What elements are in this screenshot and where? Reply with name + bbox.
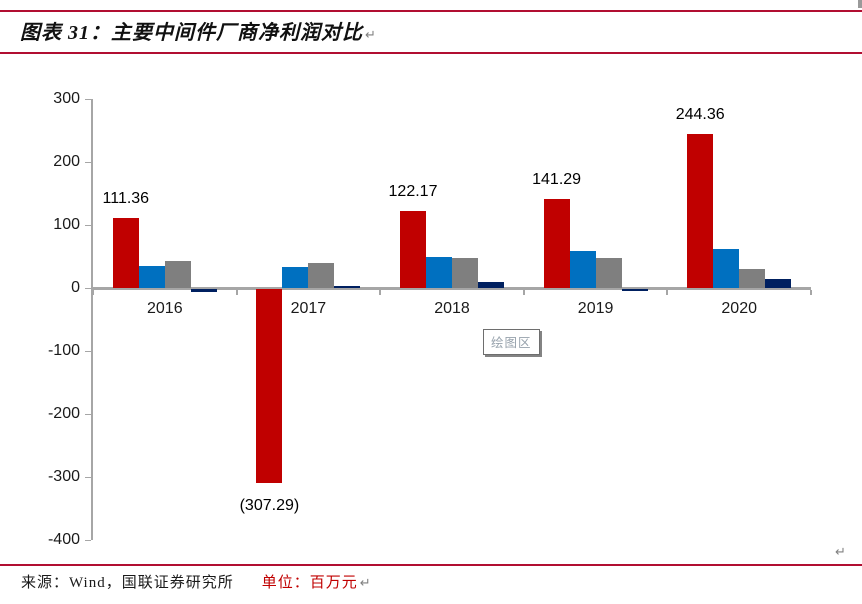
title-rule-top [0, 10, 862, 12]
bar-series-navy-2018 [478, 282, 504, 288]
unit-text: 单位：百万元 [261, 575, 358, 591]
data-label: 141.29 [532, 170, 582, 188]
y-axis-label: 100 [53, 216, 80, 233]
x-axis-tick [666, 290, 669, 295]
x-axis-line [91, 287, 811, 290]
bar-series-gray-2016 [164, 260, 191, 288]
plot-area-tooltip-label: 绘图区 [491, 336, 532, 350]
bar-series-gray-2019 [595, 257, 622, 288]
title-rule-bottom [0, 52, 862, 54]
y-axis-tick [85, 414, 91, 415]
x-axis-tick [810, 290, 812, 295]
bar-series-red-2017 [256, 289, 283, 483]
x-axis-tick [379, 290, 382, 295]
y-axis-label: -200 [47, 405, 80, 422]
bar-series-blue-2016 [138, 265, 165, 288]
category-label: 2017 [290, 300, 327, 317]
category-label: 2019 [577, 300, 614, 317]
x-axis-tick [522, 290, 525, 295]
bar-series-navy-2020 [765, 278, 792, 288]
data-label: 244.36 [675, 106, 725, 124]
bar-series-blue-2018 [426, 256, 452, 288]
scrollbar-fragment [858, 0, 862, 8]
source-text: 来源：Wind，国联证券研究所 [21, 575, 234, 591]
y-axis-tick [85, 288, 91, 289]
bar-series-gray-2017 [308, 262, 335, 288]
data-label: (307.29) [239, 496, 300, 514]
paragraph-mark-icon: ↵ [359, 575, 372, 590]
y-axis-label: 0 [71, 279, 80, 296]
y-axis-label: -300 [47, 468, 80, 485]
page-title: 图表 31：主要中间件厂商净利润对比 ↵ [20, 16, 377, 45]
y-axis-tick [85, 477, 91, 478]
bar-series-red-2016 [112, 217, 139, 288]
bar-series-navy-2016 [190, 289, 217, 293]
bar-series-red-2020 [687, 134, 714, 288]
category-label: 2020 [721, 300, 757, 317]
y-axis-label: -100 [47, 342, 80, 359]
y-axis-tick [85, 540, 91, 541]
bar-series-blue-2019 [569, 251, 596, 288]
y-axis-tick [85, 99, 91, 100]
footer-rule [0, 564, 862, 566]
data-label: 122.17 [388, 183, 438, 201]
y-axis-label: 300 [53, 90, 80, 107]
y-axis-tick [85, 162, 91, 163]
category-label: 2018 [434, 300, 470, 317]
y-axis-label: 200 [53, 153, 80, 170]
y-axis-line [91, 99, 93, 540]
data-label: 111.36 [102, 189, 150, 207]
y-axis-tick [85, 225, 91, 226]
bar-series-navy-2019 [621, 289, 648, 291]
bar-series-gray-2020 [739, 269, 766, 288]
bar-series-gray-2018 [452, 258, 478, 288]
bar-series-blue-2017 [282, 266, 309, 288]
x-axis-tick [92, 290, 94, 295]
source-line: 来源：Wind，国联证券研究所 单位：百万元 ↵ [21, 571, 372, 592]
plot-area-tooltip: 绘图区 [483, 329, 540, 355]
bar-series-red-2019 [543, 198, 570, 288]
bar-series-blue-2020 [713, 248, 740, 288]
bar-series-red-2018 [400, 211, 426, 288]
y-axis-label: -400 [47, 531, 80, 548]
paragraph-mark-icon: ↵ [835, 544, 846, 559]
category-label: 2016 [147, 300, 183, 317]
page-title-text: 图表 31：主要中间件厂商净利润对比 [20, 22, 363, 44]
bar-series-navy-2017 [334, 286, 361, 289]
x-axis-tick [235, 290, 238, 295]
paragraph-mark-icon: ↵ [365, 27, 377, 42]
y-axis-tick [85, 351, 91, 352]
